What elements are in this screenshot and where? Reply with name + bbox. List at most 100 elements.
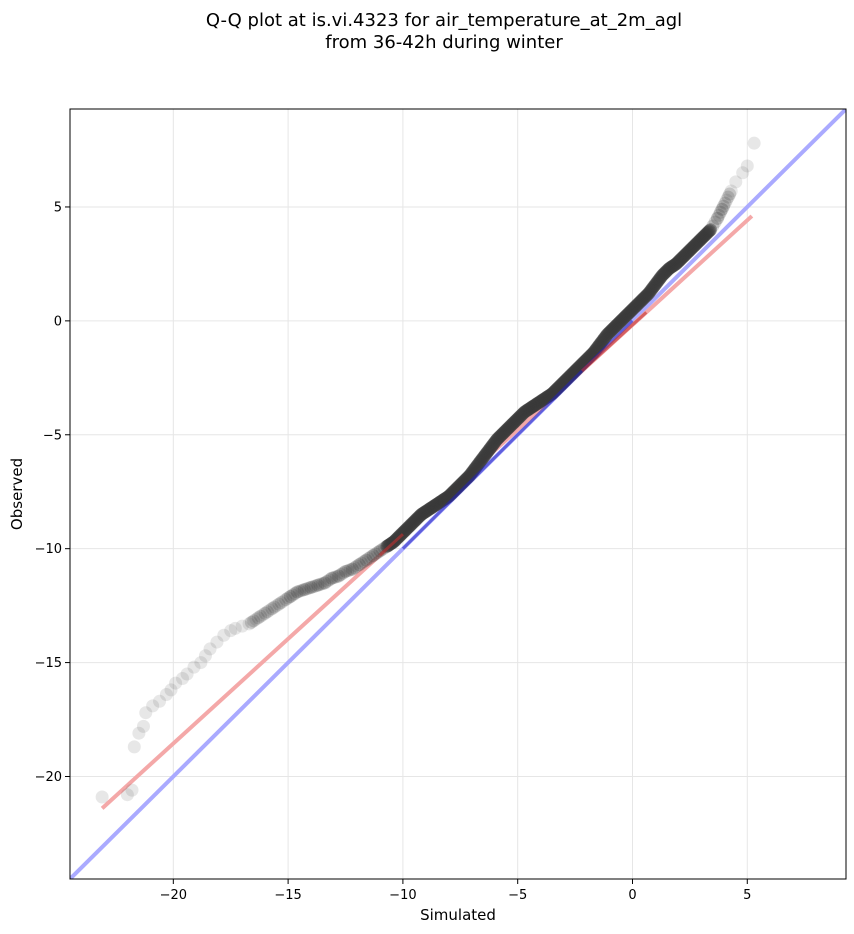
qq-point [514, 409, 528, 423]
qq-point [486, 438, 500, 452]
qq-point [720, 193, 734, 207]
qq-point [492, 430, 506, 444]
qq-point [678, 248, 692, 262]
qq-point [194, 656, 208, 670]
qq-point [406, 515, 420, 529]
qq-point [512, 411, 526, 425]
qq-point [405, 516, 419, 530]
qq-point [485, 439, 499, 453]
qq-point [636, 292, 650, 306]
qq-point [602, 326, 616, 340]
qq-point [361, 552, 375, 566]
qq-point [527, 398, 541, 412]
qq-point [603, 325, 617, 339]
qq-point [510, 413, 524, 427]
qq-point [524, 400, 538, 414]
qq-point [426, 500, 440, 514]
qq-point [594, 335, 608, 349]
qq-point [650, 275, 664, 289]
qq-point [345, 562, 359, 576]
qq-point [403, 518, 417, 532]
qq-point [498, 425, 512, 439]
qq-point [670, 256, 684, 270]
qq-point [470, 458, 484, 472]
qq-point [482, 443, 496, 457]
qq-point [408, 513, 422, 527]
qq-point [332, 569, 346, 583]
qq-point [368, 547, 382, 561]
qq-point [503, 420, 517, 434]
y-tick-label: −20 [35, 770, 62, 785]
qq-point [432, 496, 446, 510]
qq-point [679, 247, 693, 261]
qq-point [532, 395, 546, 409]
qq-point [421, 503, 435, 517]
qq-point [494, 428, 508, 442]
qq-point [696, 231, 710, 245]
qq-point [504, 419, 518, 433]
qq-point [647, 279, 661, 293]
qq-point [688, 238, 702, 252]
qq-point [400, 521, 414, 535]
qq-point [606, 322, 620, 336]
qq-point [736, 166, 750, 180]
qq-point [690, 236, 704, 250]
qq-point [429, 498, 443, 512]
y-tick-label: −15 [35, 656, 62, 671]
qq-point [651, 274, 665, 288]
qq-point [479, 447, 493, 461]
qq-point [641, 288, 655, 302]
qq-point [366, 549, 380, 563]
qq-point [281, 591, 295, 605]
qq-point [601, 327, 615, 341]
qq-point [495, 427, 509, 441]
qq-point [132, 726, 146, 740]
qq-point [364, 550, 378, 564]
qq-point [600, 328, 614, 342]
qq-point [506, 417, 520, 431]
qq-point [685, 241, 699, 255]
qq-point [682, 244, 696, 258]
qq-point [251, 611, 265, 625]
qq-point [164, 683, 178, 697]
qq-point [419, 504, 433, 518]
qq-point [614, 314, 628, 328]
x-axis-ticks: −20 −15 −10 −5 0 5 [160, 879, 751, 903]
qq-point [500, 423, 514, 437]
qq-point [254, 609, 268, 623]
qq-point [224, 624, 238, 638]
qq-point [598, 330, 612, 344]
qq-point [329, 570, 343, 584]
qq-point [334, 567, 348, 581]
qq-point [622, 306, 636, 320]
qq-point [691, 235, 705, 249]
qq-point [632, 296, 646, 310]
qq-point [535, 393, 549, 407]
qq-point [610, 318, 624, 332]
qq-point [497, 425, 511, 439]
x-tick-label: −20 [160, 888, 187, 903]
qq-point [327, 571, 341, 585]
qq-point [473, 454, 487, 468]
qq-point [478, 448, 492, 462]
qq-point [318, 576, 332, 590]
qq-point [501, 422, 515, 436]
qq-point [339, 564, 353, 578]
qq-point [624, 304, 638, 318]
qq-point [350, 559, 364, 573]
qq-point [703, 224, 717, 238]
qq-point [637, 291, 651, 305]
x-tick-label: −5 [508, 888, 527, 903]
qq-point [660, 263, 674, 277]
qq-point [249, 612, 263, 626]
qq-point [434, 494, 448, 508]
qq-point [710, 211, 724, 225]
qq-point [723, 187, 737, 201]
qq-point [539, 391, 553, 405]
qq-point [697, 230, 711, 244]
qq-point [717, 199, 731, 213]
qq-point [652, 272, 666, 286]
qq-point [674, 252, 688, 266]
qq-point [683, 243, 697, 257]
qq-point [288, 586, 302, 600]
